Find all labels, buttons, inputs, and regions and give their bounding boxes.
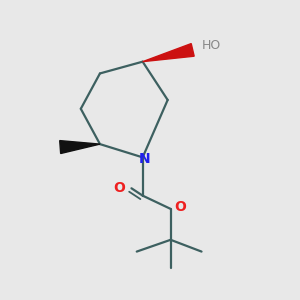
- Text: N: N: [138, 152, 150, 166]
- Text: O: O: [113, 181, 125, 195]
- Polygon shape: [142, 44, 194, 62]
- Text: O: O: [174, 200, 186, 214]
- Text: HO: HO: [202, 39, 221, 52]
- Polygon shape: [60, 141, 100, 154]
